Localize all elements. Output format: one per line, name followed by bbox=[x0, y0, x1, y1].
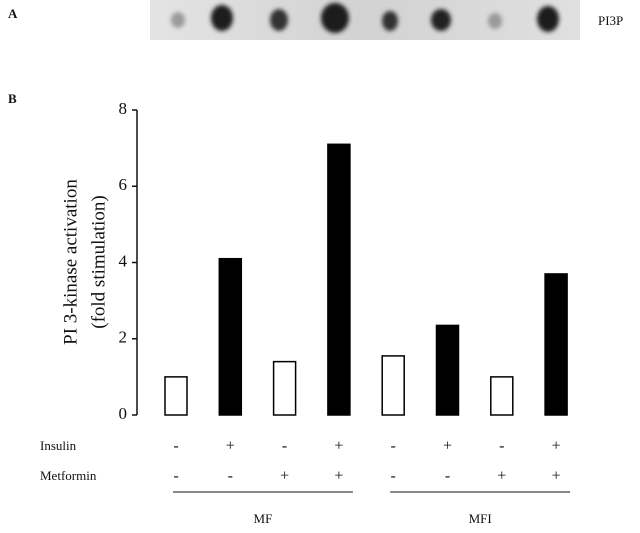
treatment-sign: + bbox=[280, 468, 289, 485]
blot bbox=[150, 0, 580, 40]
bar bbox=[490, 376, 514, 416]
treatment-sign: + bbox=[334, 468, 343, 485]
treatment-sign: - bbox=[445, 468, 450, 485]
treatment-label: Insulin bbox=[40, 438, 77, 453]
y-axis-label: PI 3-kinase activation bbox=[60, 179, 81, 345]
panel-label: A bbox=[8, 6, 18, 21]
y-tick-label: 2 bbox=[119, 328, 128, 347]
bar bbox=[327, 143, 351, 416]
bar bbox=[218, 257, 243, 416]
y-tick-label: 4 bbox=[119, 251, 128, 270]
panel-label: B bbox=[8, 91, 17, 106]
treatment-sign: - bbox=[391, 468, 396, 485]
bar bbox=[544, 273, 568, 416]
group-label: MFI bbox=[469, 511, 492, 526]
bar bbox=[381, 355, 405, 416]
y-tick-label: 0 bbox=[119, 404, 128, 423]
y-tick-label: 8 bbox=[119, 99, 128, 118]
treatment-sign: + bbox=[552, 468, 561, 485]
treatment-sign: + bbox=[443, 438, 452, 455]
y-tick-label: 6 bbox=[119, 175, 128, 194]
group-label: MF bbox=[254, 511, 273, 526]
treatment-sign: + bbox=[552, 438, 561, 455]
y-axis-label: (fold stimulation) bbox=[88, 195, 109, 329]
treatment-sign: - bbox=[282, 438, 287, 455]
treatment-sign: - bbox=[499, 438, 504, 455]
treatment-sign: + bbox=[497, 468, 506, 485]
treatment-sign: - bbox=[228, 468, 233, 485]
treatment-sign: + bbox=[226, 438, 235, 455]
bar bbox=[164, 376, 188, 416]
bar bbox=[272, 360, 297, 416]
treatment-sign: - bbox=[391, 438, 396, 455]
treatment-label: Metformin bbox=[40, 468, 97, 483]
treatment-sign: - bbox=[173, 438, 178, 455]
treatment-sign: + bbox=[334, 438, 343, 455]
bar bbox=[435, 324, 460, 416]
treatment-sign: - bbox=[173, 468, 178, 485]
blot-label: PI3P bbox=[598, 13, 623, 28]
